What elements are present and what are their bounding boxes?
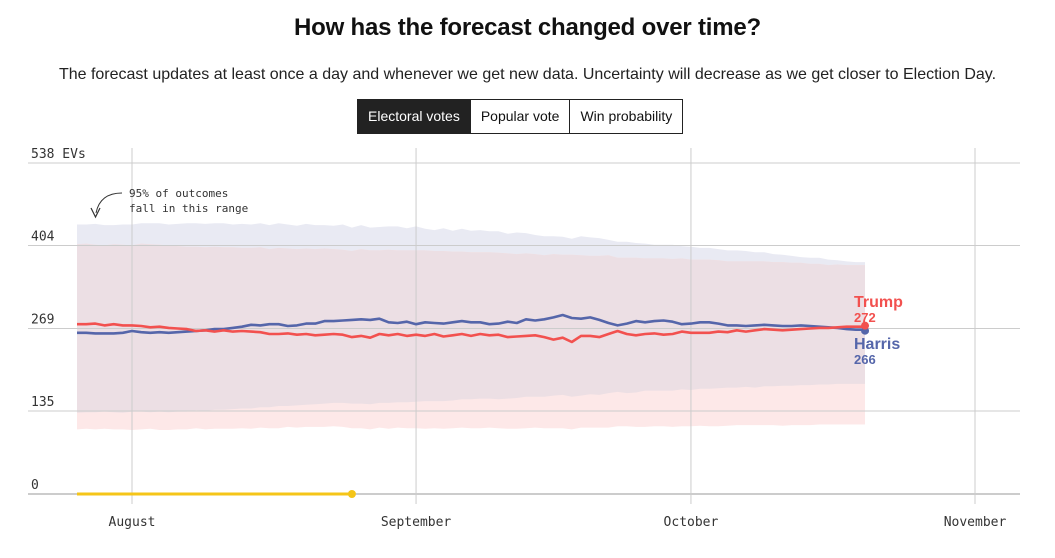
series-lines (77, 313, 870, 498)
x-tick-label: November (944, 515, 1007, 530)
trump-line (77, 322, 865, 344)
y-tick-label: 269 (31, 313, 54, 328)
harris-label: Harris (854, 336, 900, 353)
y-tick-label: 404 (31, 229, 55, 244)
y-tick-label: 135 (31, 395, 54, 410)
forecast-chart: 538 EVs 404 269 135 0 August September October… (28, 147, 1020, 530)
uncertainty-bands (77, 223, 865, 430)
x-axis-labels: August September October November (109, 515, 1007, 530)
trump-label: Trump (854, 294, 903, 311)
x-tick-label: September (381, 515, 452, 530)
annotation-arrowhead-icon (90, 207, 101, 219)
tab-electoral-votes[interactable]: Electoral votes (358, 100, 470, 133)
annotation-line-1: 95% of outcomes (129, 187, 228, 200)
page-subtitle: The forecast updates at least once a day… (58, 66, 997, 83)
range-annotation: 95% of outcomes fall in this range (90, 187, 248, 219)
x-tick-label: August (109, 515, 156, 530)
tab-popular-vote[interactable]: Popular vote (469, 100, 570, 133)
end-labels: Trump 272 Harris 266 (854, 294, 903, 367)
y-tick-label: 0 (31, 478, 39, 493)
y-axis-labels: 538 EVs 404 269 135 0 (31, 147, 86, 493)
annotation-line-2: fall in this range (129, 202, 248, 215)
tab-win-probability[interactable]: Win probability (569, 100, 683, 133)
trump-end-point (861, 321, 870, 330)
annotation-arrow-icon (95, 192, 123, 214)
grid-lines (28, 148, 1020, 504)
trump-ev-value: 272 (854, 310, 876, 325)
view-tabs: Electoral votes Popular vote Win probabi… (357, 99, 684, 134)
page-title: How has the forecast changed over time? (294, 14, 761, 41)
harris-ev-value: 266 (854, 352, 876, 367)
timeline-handle (347, 490, 356, 498)
y-tick-label: 538 EVs (31, 147, 86, 162)
x-tick-label: October (664, 515, 719, 530)
